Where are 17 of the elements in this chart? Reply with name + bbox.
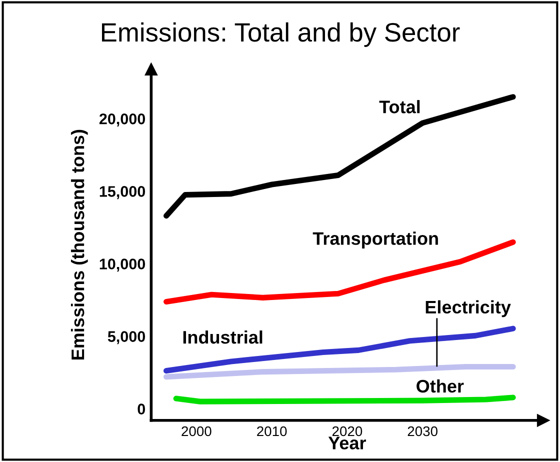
chart-title: Emissions: Total and by Sector — [102, 22, 460, 47]
series-label: Transportation — [312, 232, 438, 248]
series-label: Industrial — [183, 330, 262, 344]
y-tick-label: 15,000 — [100, 186, 146, 200]
x-tick-label: 2000 — [182, 426, 212, 436]
y-tick-label: 5,000 — [108, 331, 146, 344]
x-tick-label: 2010 — [257, 426, 287, 436]
series-label: Total — [379, 100, 420, 114]
x-axis-title: Year — [328, 436, 366, 450]
y-tick-label: 20,000 — [99, 114, 146, 127]
y-axis-title: Emissions (thousand tons) — [70, 130, 88, 360]
text: Electricity — [426, 300, 511, 318]
series-label: Other — [416, 379, 464, 393]
y-tick-label: 0 — [138, 404, 146, 414]
x-tick-label: 2020 — [332, 426, 362, 436]
x-tick-label: 2030 — [408, 426, 438, 436]
y-tick-label: 10,000 — [100, 258, 146, 272]
